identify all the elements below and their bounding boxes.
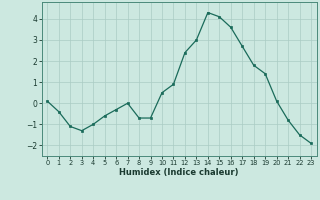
X-axis label: Humidex (Indice chaleur): Humidex (Indice chaleur): [119, 168, 239, 177]
